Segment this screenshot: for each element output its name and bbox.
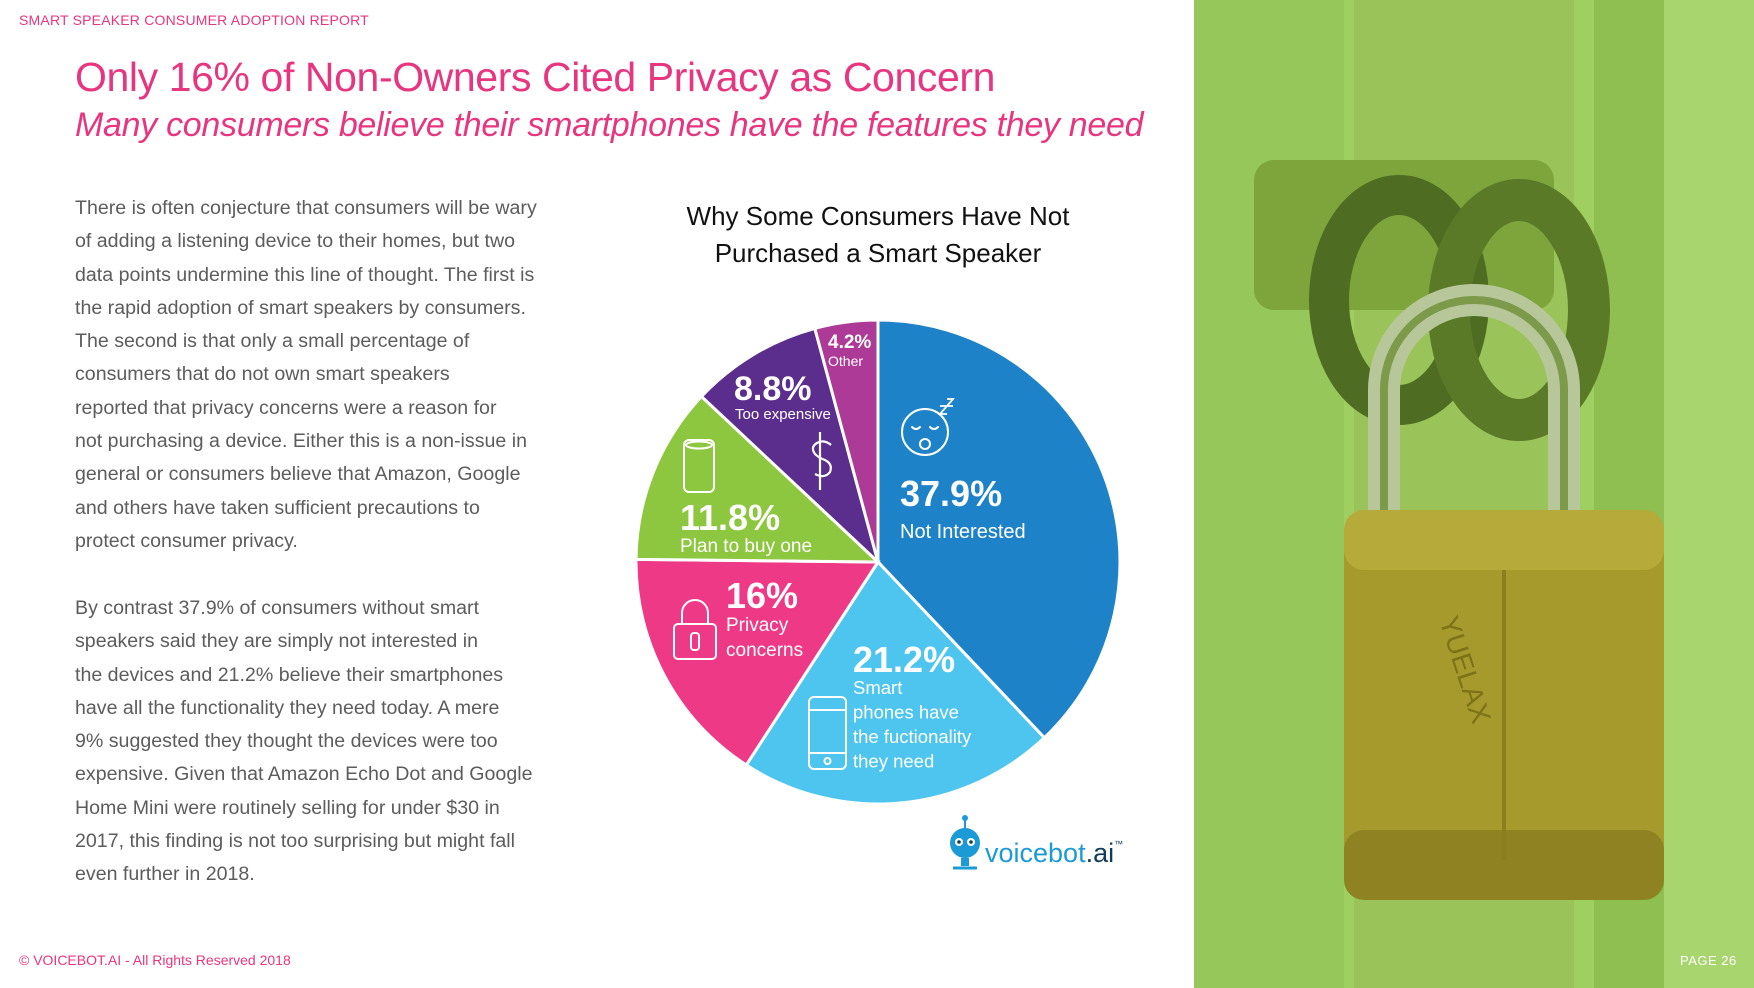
smart-speaker-icon bbox=[683, 439, 715, 493]
report-label: SMART SPEAKER CONSUMER ADOPTION REPORT bbox=[19, 12, 369, 28]
body-line: 9% suggested they thought the devices we… bbox=[75, 730, 498, 753]
pie-slice bbox=[634, 394, 882, 564]
slice-category-label: Plan to buy one bbox=[680, 536, 812, 557]
robot-icon bbox=[950, 815, 980, 870]
voicebot-logo: voicebot.ai™ bbox=[950, 815, 1123, 870]
body-line: the devices and 21.2% believe their smar… bbox=[75, 663, 504, 686]
chart-title-line-1: Why Some Consumers Have Not bbox=[686, 201, 1070, 231]
body-paragraph-1: There is often conjecture that consumers… bbox=[75, 192, 565, 558]
slice-category-label-line: Too expensive bbox=[735, 406, 831, 423]
page-number: PAGE 26 bbox=[1680, 953, 1737, 968]
slice-value-label: 16% bbox=[726, 575, 798, 616]
body-line: have all the functionality they need tod… bbox=[75, 696, 500, 719]
body-line: general or consumers believe that Amazon… bbox=[75, 463, 521, 486]
slice-category-label-line: Other bbox=[828, 353, 863, 369]
body-line: of adding a listening device to their ho… bbox=[75, 230, 516, 253]
pie-slice bbox=[634, 557, 881, 768]
dollar-icon bbox=[811, 432, 832, 490]
body-line: The second is that only a small percenta… bbox=[75, 330, 470, 353]
slice-category-label: Smart phones have the fuctionality they nee… bbox=[853, 677, 972, 772]
logo-text: voicebot bbox=[985, 838, 1086, 868]
slice-category-label-line: phones have bbox=[853, 702, 959, 723]
slice-value-label: 37.9% bbox=[900, 473, 1002, 514]
body-line: 2017, this finding is not too surprising… bbox=[75, 830, 516, 853]
padlock-photo: YUELAX bbox=[1194, 0, 1754, 988]
slice-category-label-line: Smart bbox=[853, 677, 902, 698]
body-paragraph-2: By contrast 37.9% of consumers without s… bbox=[75, 592, 565, 892]
slice-value-label: 8.8% bbox=[734, 370, 812, 408]
body-line: expensive. Given that Amazon Echo Dot an… bbox=[75, 763, 533, 786]
body-line: protect consumer privacy. bbox=[75, 529, 298, 552]
body-line: not purchasing a device. Either this is … bbox=[75, 430, 527, 453]
body-line: speakers said they are simply not intere… bbox=[75, 630, 478, 653]
smartphone-icon bbox=[808, 696, 847, 770]
pie-slice bbox=[744, 559, 1047, 806]
pie-slice bbox=[699, 326, 881, 567]
body-line: reported that privacy concerns were a re… bbox=[75, 396, 497, 419]
body-line: and others have taken sufficient precaut… bbox=[75, 496, 480, 519]
slice-category-label-line: Privacy bbox=[726, 615, 789, 636]
slice-value-label: 21.2% bbox=[853, 639, 955, 680]
pie-slice bbox=[876, 318, 1122, 740]
slice-category-label-line: Not Interested bbox=[900, 521, 1026, 543]
body-line: consumers that do not own smart speakers bbox=[75, 363, 450, 386]
slice-category-label-line: Plan to buy one bbox=[680, 536, 812, 557]
sleepy-face-icon bbox=[901, 398, 955, 456]
body-line: By contrast 37.9% of consumers without s… bbox=[75, 597, 480, 619]
padlock-photo-art: YUELAX bbox=[1194, 0, 1754, 988]
slice-value-label: 4.2% bbox=[828, 332, 871, 353]
slice-category-label-line: the fuctionality bbox=[853, 726, 972, 747]
slice-value-label: 11.8% bbox=[680, 497, 780, 538]
padlock-icon bbox=[673, 599, 717, 660]
slice-category-label-line: concerns bbox=[726, 640, 803, 661]
slice-category-label-line: they need bbox=[853, 751, 934, 772]
slice-category-label: Not Interested bbox=[900, 521, 1026, 543]
logo-suffix: .ai bbox=[1086, 838, 1115, 868]
pie-chart: 37.9% Not Interested 21.2%Smart phones have… bbox=[634, 318, 1123, 870]
body-line: data points undermine this line of thoug… bbox=[75, 263, 535, 286]
logo-tm: ™ bbox=[1114, 839, 1123, 849]
body-line: the rapid adoption of smart speakers by … bbox=[75, 296, 526, 319]
body-line: Home Mini were routinely selling for und… bbox=[75, 796, 500, 819]
svg-text:voicebot.ai™: voicebot.ai™ bbox=[985, 838, 1123, 868]
slice-category-label: Too expensive bbox=[735, 406, 831, 423]
page-subtitle: Many consumers believe their smartphones… bbox=[75, 106, 1144, 144]
pie-slice bbox=[812, 318, 880, 563]
body-line: even further in 2018. bbox=[75, 863, 255, 886]
chart-title-line-2: Purchased a Smart Speaker bbox=[714, 238, 1042, 268]
page-title: Only 16% of Non-Owners Cited Privacy as … bbox=[75, 54, 996, 100]
body-line: There is often conjecture that consumers… bbox=[75, 197, 537, 219]
slice-category-label: Privacy concerns bbox=[726, 615, 803, 661]
slice-category-label: Other bbox=[828, 353, 863, 369]
chart-title: Why Some Consumers Have Not Purchased a … bbox=[630, 198, 1126, 272]
footer-copyright: © VOICEBOT.AI - All Rights Reserved 2018 bbox=[19, 952, 291, 968]
